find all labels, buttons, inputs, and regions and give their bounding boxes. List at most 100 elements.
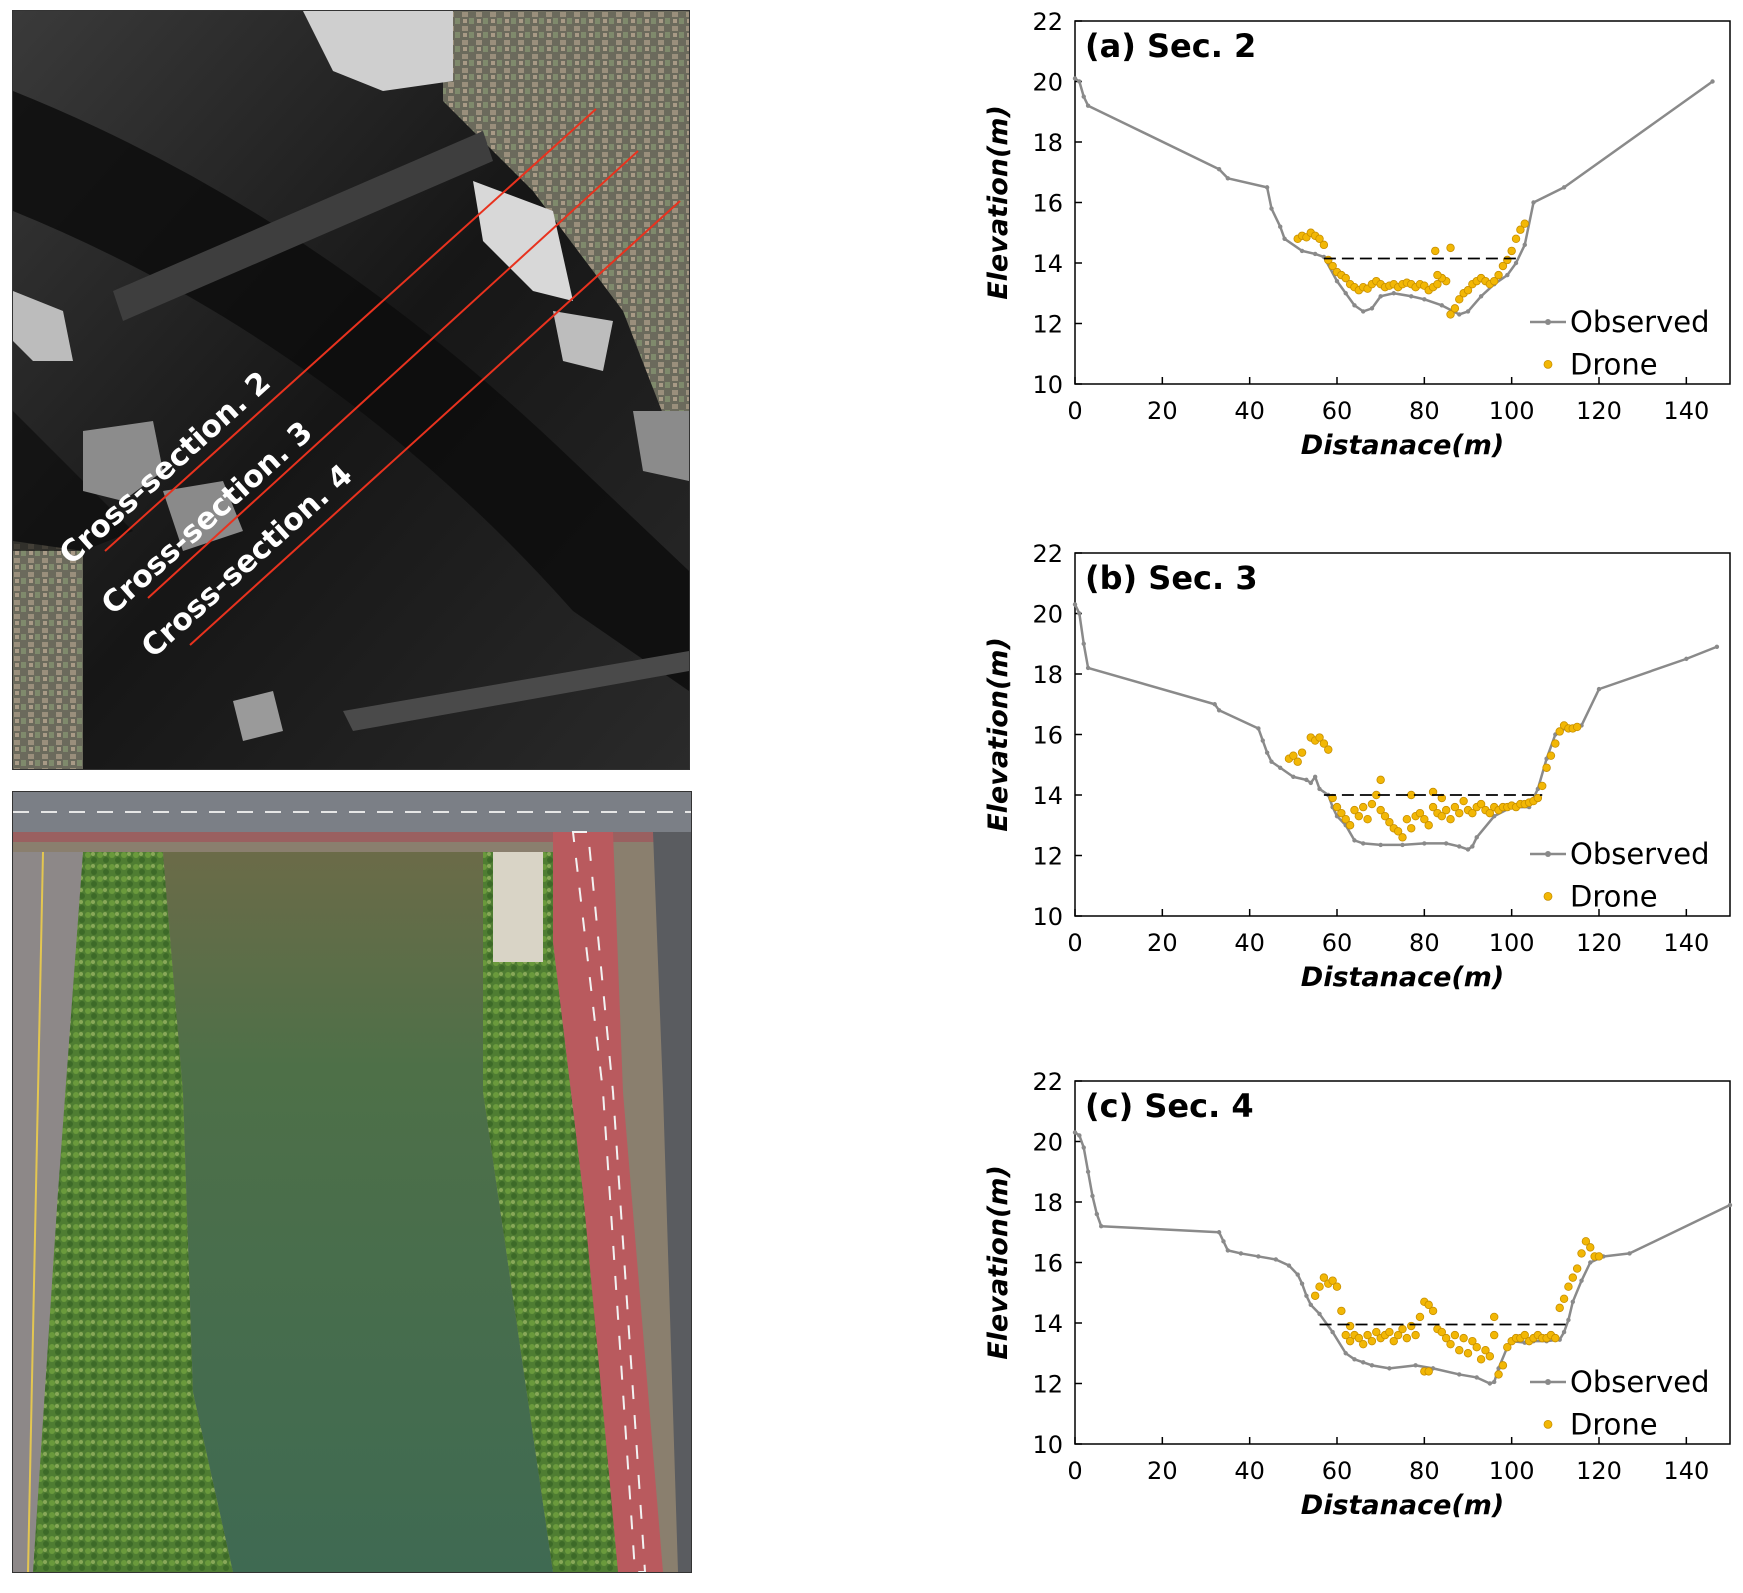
drone-point	[1393, 1330, 1403, 1340]
drone-point	[1551, 1333, 1560, 1343]
drone-point	[1546, 751, 1556, 760]
observed-point	[1330, 1329, 1335, 1335]
observed-point	[1409, 294, 1414, 299]
drone-point	[1450, 802, 1460, 812]
observed-point	[1352, 838, 1357, 843]
drone-point	[1345, 821, 1355, 830]
x-tick-label: 60	[1322, 929, 1353, 957]
drone-point	[1433, 270, 1442, 280]
x-tick-label: 120	[1576, 929, 1622, 957]
drone-point	[1446, 815, 1455, 824]
observed-point	[1077, 79, 1082, 84]
y-axis-label: Elevation(m)	[983, 637, 1014, 832]
observed-point	[1085, 103, 1091, 108]
legend-drone-marker	[1543, 1419, 1553, 1429]
observed-point	[1684, 656, 1689, 662]
x-tick-label: 40	[1234, 397, 1265, 425]
drone-point	[1446, 1339, 1455, 1349]
drone-point	[1359, 802, 1368, 812]
drone-point	[1319, 240, 1329, 250]
observed-point	[1216, 708, 1222, 713]
drone-point	[1393, 827, 1403, 836]
observed-point	[1304, 777, 1309, 783]
drone-point	[1533, 793, 1543, 803]
drone-point	[1551, 739, 1560, 748]
aerial-photo-panel	[12, 791, 692, 1573]
observed-point	[1627, 1251, 1632, 1256]
observed-point	[1588, 1260, 1593, 1265]
chart-sec-4: 10 12 14 16 18 20 22 0 20 40 60 80 100 120 140 (c) Sec.…	[960, 1060, 1743, 1588]
plot-frame	[1074, 20, 1731, 385]
drone-point	[1431, 246, 1440, 256]
drone-point	[1498, 1361, 1508, 1370]
drone-point	[1354, 1333, 1364, 1343]
observed-point	[1282, 236, 1287, 241]
observed-point	[1238, 1251, 1244, 1256]
drone-point	[1581, 1237, 1591, 1246]
drone-point	[1441, 805, 1451, 815]
observed-point	[1299, 248, 1305, 254]
observed-point	[1710, 79, 1715, 84]
observed-point	[1352, 1357, 1357, 1362]
observed-point	[1260, 738, 1265, 743]
drone-point	[1559, 1294, 1569, 1303]
y-tick-label: 10	[1032, 371, 1063, 399]
observed-point	[1579, 1278, 1584, 1283]
chart-sec-3: 10 12 14 16 18 20 22 0 20 40 60 80 100 120 140 (b) Sec.…	[960, 530, 1743, 1060]
x-tick-label: 60	[1322, 397, 1353, 425]
chart-title: (b) Sec. 3	[1085, 559, 1258, 597]
legend-drone-marker	[1543, 891, 1553, 901]
observed-point	[1077, 1133, 1082, 1138]
observed-point	[1596, 686, 1602, 692]
observed-point	[1072, 1130, 1078, 1135]
drone-point	[1450, 1330, 1460, 1340]
drone-point	[1555, 727, 1564, 736]
drone-point	[1485, 1352, 1495, 1361]
y-tick-label: 12	[1032, 311, 1063, 339]
observed-point	[1225, 1248, 1231, 1253]
drone-point	[1572, 722, 1582, 732]
drone-point	[1577, 1249, 1586, 1258]
legend-observed-marker	[1545, 318, 1551, 325]
observed-point	[1727, 1202, 1733, 1208]
observed-point	[1081, 1145, 1086, 1150]
drone-point	[1572, 1264, 1582, 1273]
x-tick-label: 40	[1234, 1457, 1265, 1485]
observed-point	[1225, 176, 1231, 181]
drone-point	[1415, 808, 1425, 818]
y-tick-label: 22	[1032, 1068, 1063, 1096]
legend-drone-label: Drone	[1570, 347, 1658, 381]
drone-point	[1297, 748, 1307, 757]
observed-point	[1216, 1230, 1222, 1235]
drone-point	[1520, 1330, 1529, 1340]
observed-point	[1304, 1293, 1309, 1298]
series-drone	[1284, 721, 1582, 842]
drone-point	[1380, 811, 1390, 821]
drone-point	[1372, 1327, 1381, 1337]
drone-point	[1498, 261, 1508, 271]
legend-drone-label: Drone	[1570, 879, 1658, 913]
drone-point	[1490, 276, 1499, 286]
drone-point	[1407, 1321, 1416, 1331]
drone-point	[1354, 811, 1364, 821]
drone-point	[1520, 219, 1529, 228]
observed-point	[1369, 306, 1375, 311]
drone-point	[1407, 790, 1416, 800]
cross-section-2-line	[104, 108, 597, 552]
x-tick-label: 80	[1409, 397, 1440, 425]
drone-point	[1407, 824, 1416, 833]
observed-point	[1072, 76, 1078, 81]
drone-point	[1428, 1306, 1438, 1316]
observed-point	[1474, 835, 1479, 840]
drone-point	[1503, 255, 1512, 265]
x-tick-label: 80	[1409, 929, 1440, 957]
y-axis-label: Elevation(m)	[983, 1165, 1014, 1360]
observed-point	[1531, 200, 1536, 205]
observed-point	[1439, 303, 1444, 308]
observed-point	[1474, 1375, 1479, 1380]
x-axis-label: Distanace(m)	[1301, 962, 1504, 993]
observed-line	[1074, 1131, 1731, 1385]
observed-point	[1221, 1239, 1226, 1244]
y-tick-label: 18	[1032, 661, 1063, 689]
drone-point	[1455, 295, 1464, 304]
